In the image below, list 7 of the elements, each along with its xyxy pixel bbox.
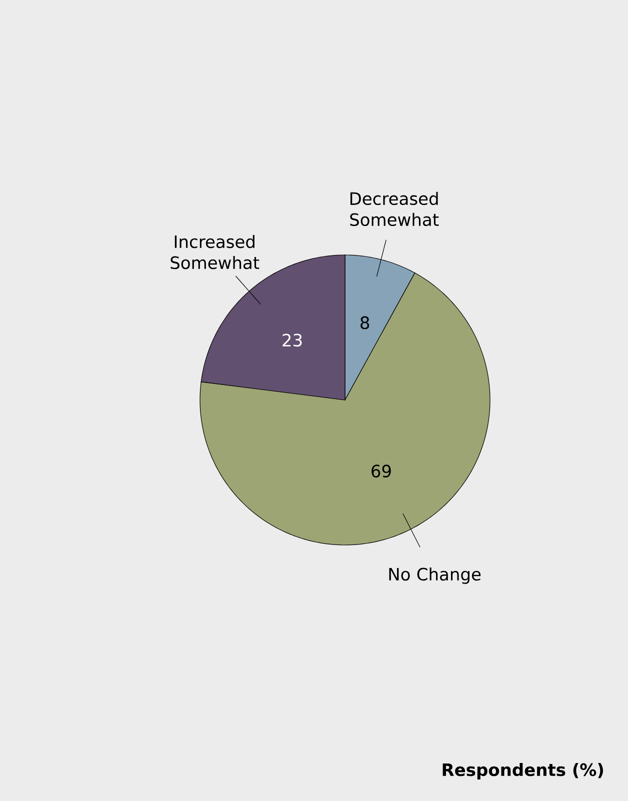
data-label: 69: [372, 464, 391, 478]
data-label: 23: [282, 334, 302, 347]
text: Respondents (%): [442, 763, 604, 780]
data-label: 8: [360, 316, 370, 330]
slice-label: No Change: [389, 567, 481, 584]
slice-label: Increased Somewhat: [170, 234, 260, 270]
slice-label: Decreased Somewhat: [350, 192, 439, 226]
